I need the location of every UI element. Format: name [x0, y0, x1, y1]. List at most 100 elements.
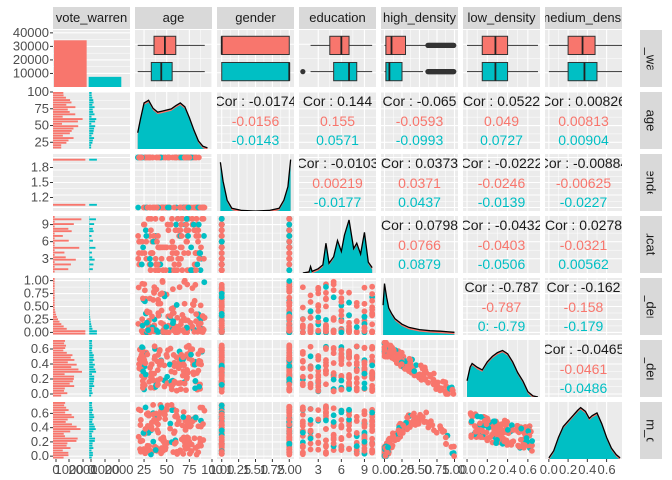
panel-2-6: Cor : -0.00884 -0.00625 -0.0227 [545, 154, 622, 211]
histogram-bar-group-0 [53, 428, 81, 430]
histogram-bar-group-0 [53, 220, 55, 223]
x-tick-label-low_density: 0.4 [499, 462, 517, 477]
scatter-point-group-0 [369, 388, 376, 395]
histogram-bar-group-1 [89, 442, 93, 445]
panel-5-4 [381, 340, 458, 397]
scatter-point-group-0 [139, 329, 146, 335]
histogram-bar-group-1 [89, 409, 93, 411]
scatter-point-group-0 [346, 427, 352, 433]
scatter-point-group-0 [286, 314, 293, 321]
histogram-bar-group-0 [53, 442, 68, 445]
scatter-point-group-0 [510, 427, 517, 433]
scatter-point-group-0 [218, 221, 225, 228]
scatter-point-group-0 [315, 327, 322, 334]
scatter-point-group-0 [146, 309, 153, 316]
scatter-point-group-0 [179, 267, 186, 273]
histogram-bar-group-0 [53, 278, 55, 280]
scatter-point-group-0 [218, 415, 225, 422]
histogram-bar-group-0 [53, 223, 74, 225]
panel-6-1 [135, 402, 212, 459]
x-tick-label-counts: 1000 [55, 462, 84, 477]
scatter-point-group-0 [136, 361, 142, 368]
scatter-point-group-0 [152, 255, 159, 262]
scatter-point-group-0 [299, 443, 306, 449]
box-outlier [300, 69, 306, 75]
scatter-point-group-0 [148, 424, 155, 430]
scatter-point-group-0 [188, 307, 195, 314]
y-tick-label-age: 50 [35, 118, 49, 133]
scatter-point-group-0 [299, 304, 306, 311]
histogram-bar-group-0 [53, 232, 55, 235]
scatter-point-group-0 [415, 420, 422, 427]
histogram-bar-group-0 [53, 261, 55, 263]
scatter-point-group-0 [430, 370, 437, 377]
histogram-bar-group-1 [89, 437, 96, 440]
histogram-bar-group-0 [53, 340, 66, 342]
scatter-point-group-0 [468, 432, 475, 439]
histogram-bar-group-0 [53, 354, 73, 357]
row-strip-label-vote_warren: ote_warre [644, 30, 659, 88]
scatter-point-group-0 [139, 295, 146, 302]
scatter-point-group-0 [369, 328, 376, 335]
correlation-group-0: -0.787 [482, 299, 522, 315]
correlation-overall: Cor : -0.787 [465, 279, 539, 295]
scatter-point-group-0 [330, 405, 337, 412]
histogram-bar-group-0 [53, 402, 66, 404]
histogram-bar-group-0 [53, 318, 59, 321]
panel-background [545, 216, 622, 273]
scatter-point-group-0 [218, 421, 225, 428]
box-group-1 [385, 61, 403, 82]
column-strip [381, 7, 458, 29]
histogram-bar-group-0 [53, 139, 69, 142]
correlation-group-1: 0.00904 [558, 132, 609, 148]
scatter-point-group-0 [195, 367, 202, 374]
scatter-point-group-0 [286, 227, 293, 234]
scatter-point-group-0 [338, 435, 345, 441]
scatter-point-group-1 [307, 308, 314, 315]
scatter-point-group-1 [218, 362, 225, 369]
scatter-point-group-0 [299, 322, 306, 329]
histogram-bar-group-1 [89, 425, 95, 428]
scatter-point-group-0 [529, 447, 535, 454]
scatter-point-group-0 [189, 323, 196, 330]
scatter-point-group-1 [197, 267, 204, 273]
scatter-point-group-0 [286, 244, 293, 251]
scatter-point-group-0 [307, 328, 314, 335]
scatter-point-group-0 [154, 427, 161, 433]
scatter-point-group-1 [183, 216, 190, 222]
scatter-point-group-0 [323, 443, 329, 450]
histogram-bar-group-1 [89, 370, 97, 373]
scatter-point-group-1 [299, 429, 306, 436]
histogram-bar-group-0 [53, 125, 79, 128]
histogram-bar-group-1 [89, 108, 93, 111]
histogram-bar-group-1 [89, 132, 94, 135]
histogram-bar-group-1 [89, 323, 92, 325]
panel-3-6: Cor : 0.0278 -0.0321 0.00562 [545, 216, 622, 273]
density-group-1 [383, 285, 455, 335]
scatter-point-group-0 [167, 313, 174, 319]
panel-3-2 [217, 216, 294, 273]
scatter-point-group-0 [185, 434, 192, 441]
histogram-bar-group-0 [53, 454, 69, 457]
histogram-bar-group-0 [53, 366, 72, 368]
scatter-point-group-0 [443, 440, 449, 447]
histogram-bar-group-1 [89, 382, 94, 385]
scatter-point-group-1 [330, 376, 337, 383]
x-tick-label-education: 9 [361, 462, 368, 477]
scatter-point-group-0 [180, 368, 187, 374]
histogram-bar-group-1 [89, 127, 95, 130]
scatter-point-group-1 [188, 244, 195, 251]
panel-2-4: Cor : 0.0373 0.0371 0.0437 [381, 154, 458, 211]
scatter-point-group-0 [338, 289, 345, 296]
correlation-group-0: 0.0371 [398, 175, 441, 191]
histogram-bar-group-1 [89, 359, 95, 361]
histogram-bar-group-0 [53, 308, 55, 311]
scatter-point-group-0 [177, 227, 184, 234]
histogram-bar-group-0 [53, 230, 72, 233]
scatter-point-group-0 [423, 409, 430, 416]
scatter-point-group-0 [286, 294, 293, 301]
scatter-point-group-1 [167, 420, 174, 427]
histogram-bar-group-0 [53, 299, 55, 302]
density-outline [548, 406, 621, 459]
x-tick-label-medium_density: 0.4 [578, 462, 596, 477]
